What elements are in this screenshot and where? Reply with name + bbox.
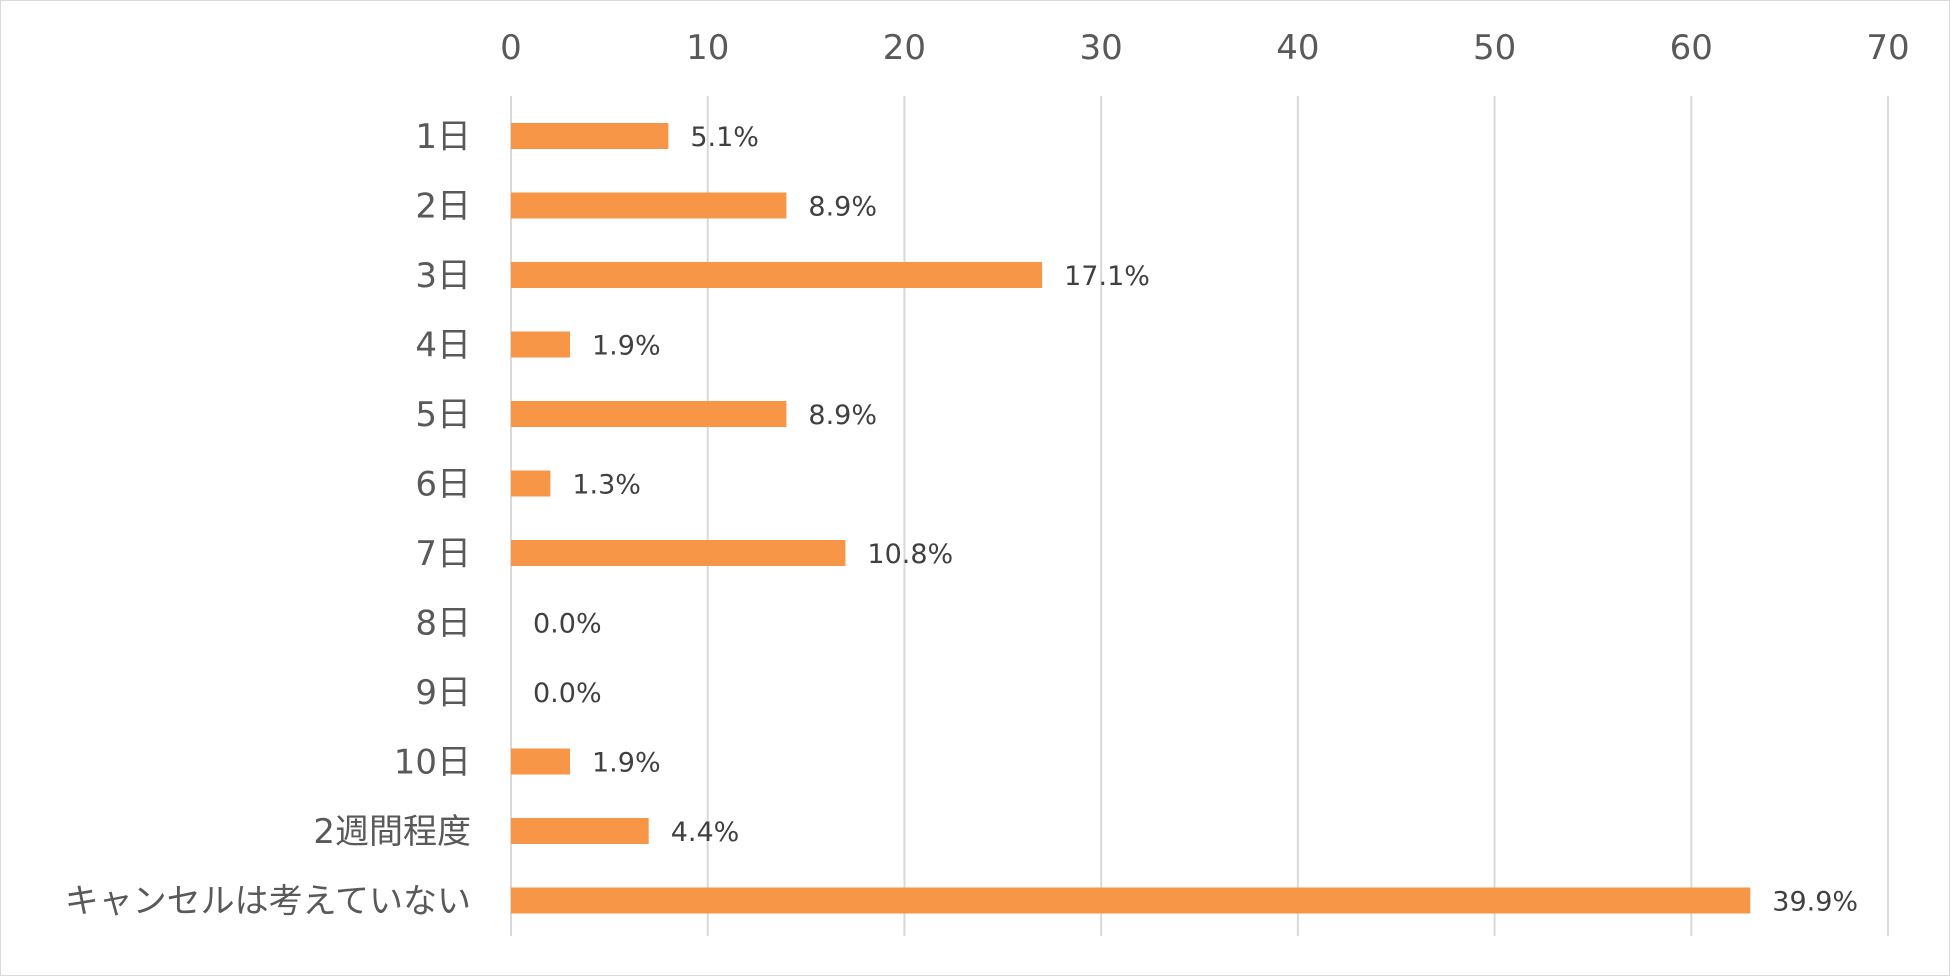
bar [511,470,551,497]
category-label: 9日 [415,673,471,713]
category-label: 3日 [415,256,471,296]
data-label: 8.9% [808,400,877,431]
bars [511,123,1751,914]
bar [511,748,571,775]
data-label: 5.1% [690,122,759,153]
data-labels: 5.1% 8.9% 17.1% 1.9% 8.9% 1.3% 10.8% 0.0% 0.0% 1.… [533,122,1858,918]
data-label: 0.0% [533,678,602,709]
x-tick-label: 10 [686,28,729,68]
category-label: キャンセルは考えていない [65,882,471,922]
x-axis-ticks: 0 10 20 30 40 50 60 70 [500,28,1909,68]
bar [511,887,1751,914]
category-label: 6日 [415,465,471,505]
data-label: 0.0% [533,609,602,640]
category-label: 5日 [415,395,471,435]
data-label: 4.4% [671,817,740,848]
data-label: 10.8% [867,539,953,570]
x-tick-label: 40 [1276,28,1319,68]
category-label: 8日 [415,604,471,644]
data-label: 1.9% [592,331,661,362]
category-label: 4日 [415,326,471,366]
category-label: 7日 [415,534,471,574]
category-label: 2日 [415,187,471,227]
x-tick-label: 20 [883,28,926,68]
data-label: 39.9% [1772,887,1858,918]
category-label: 2週間程度 [313,812,471,852]
x-tick-label: 70 [1866,28,1909,68]
bar [511,540,846,566]
x-tick-label: 60 [1670,28,1713,68]
bar [511,123,669,149]
category-label: 10日 [394,743,471,783]
data-label: 17.1% [1064,261,1150,292]
x-tick-label: 50 [1473,28,1516,68]
category-label: 1日 [415,117,471,157]
data-label: 1.3% [572,470,641,501]
data-label: 1.9% [592,748,661,779]
data-label: 8.9% [808,192,877,223]
bar [511,401,787,427]
gridlines [510,96,1889,936]
x-tick-label: 0 [500,28,522,68]
bar [511,331,571,358]
bar [511,818,649,844]
bar [511,262,1043,288]
bar [511,192,787,219]
x-tick-label: 30 [1080,28,1123,68]
